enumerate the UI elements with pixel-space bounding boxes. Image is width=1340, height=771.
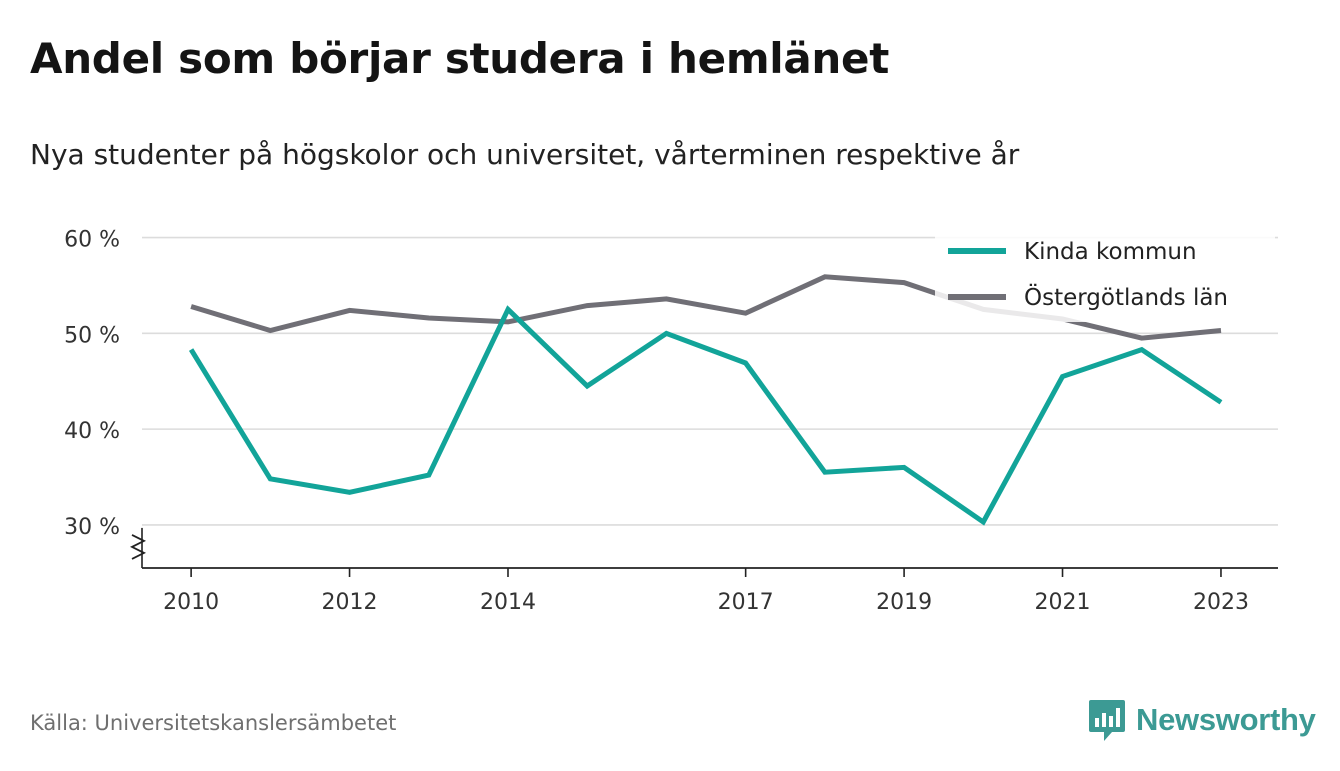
chart-title: Andel som börjar studera i hemlänet xyxy=(30,34,889,83)
y-tick-label: 30 % xyxy=(64,515,120,540)
axis-break-icon xyxy=(129,534,147,560)
x-axis: 2010 2012 2014 2017 2019 2021 2023 xyxy=(142,567,1278,615)
x-tick-label: 2019 xyxy=(876,590,932,615)
newsworthy-logo: Newsworthy xyxy=(1088,698,1316,742)
series-line-kinda-kommun xyxy=(188,305,1223,526)
newsworthy-icon xyxy=(1089,700,1125,741)
y-tick-label: 40 % xyxy=(64,419,120,444)
x-tick-label: 2017 xyxy=(718,590,774,615)
legend-label: Östergötlands län xyxy=(1024,283,1228,311)
x-tick-label: 2023 xyxy=(1193,590,1249,615)
brand-name: Newsworthy xyxy=(1136,702,1316,737)
x-tick-label: 2010 xyxy=(163,590,219,615)
x-tick-label: 2014 xyxy=(480,590,536,615)
chart-subtitle: Nya studenter på högskolor och universit… xyxy=(30,138,1020,171)
line-chart: 30 % 40 % 50 % 60 % 2010 2012 2014 2017 2019 202… xyxy=(64,228,1278,615)
x-tick-label: 2021 xyxy=(1035,590,1091,615)
source-note: Källa: Universitetskanslersämbetet xyxy=(30,711,397,735)
y-tick-label: 50 % xyxy=(64,323,120,348)
legend-label: Kinda kommun xyxy=(1024,239,1197,265)
legend: Kinda kommun Östergötlands län xyxy=(935,230,1275,322)
x-tick-label: 2012 xyxy=(322,590,378,615)
y-axis: 30 % 40 % 50 % 60 % xyxy=(64,228,147,568)
y-tick-label: 60 % xyxy=(64,228,120,253)
legend-background xyxy=(935,230,1275,322)
